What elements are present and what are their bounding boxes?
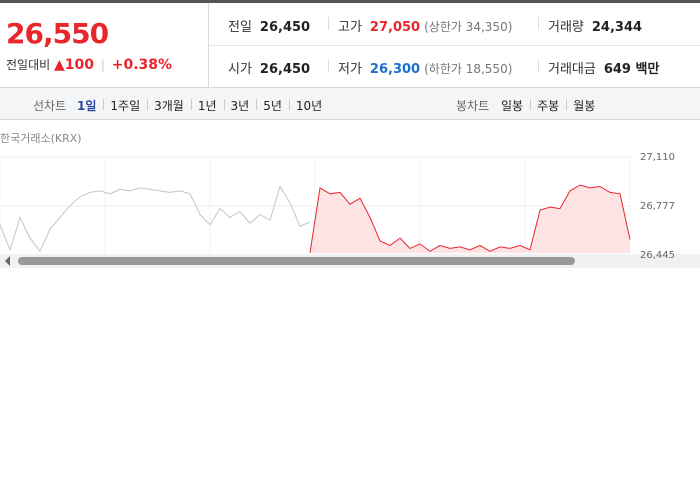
period-tab[interactable]: 1주일 <box>110 99 141 113</box>
scroll-left[interactable] <box>5 256 10 266</box>
period-tab[interactable]: 1년 <box>197 99 217 113</box>
period-tab[interactable]: 5년 <box>263 99 282 113</box>
quote-label: 저가 <box>338 62 362 77</box>
period-tab[interactable]: 10년 <box>295 99 323 113</box>
chart-source: 한국거래소(KRX) <box>0 132 82 145</box>
chart-tabs: 선차트 1일 1주일 3개월 1년 3년 5년 10년 봉차트 일봉 주봉 월봉 <box>0 88 700 120</box>
quote-label: 거래량 <box>548 20 584 35</box>
tab-divider <box>256 99 258 110</box>
tab-divider <box>223 99 225 110</box>
candle-tab[interactable]: 월봉 <box>573 99 596 113</box>
price-line <box>309 184 631 253</box>
tab-divider <box>147 99 149 110</box>
y-tick-label: 27,110 <box>640 152 675 163</box>
scroll-thumb[interactable] <box>18 257 575 265</box>
quote-label: 고가 <box>338 20 362 35</box>
price: 26,550 <box>6 17 109 50</box>
price-line <box>0 185 311 253</box>
quote-row: 전일 26,450 고가 27,050 (상한가 34,350) 거래량 24,344 <box>208 3 700 46</box>
quote-value: 27,050 <box>369 20 421 35</box>
separator <box>538 59 539 72</box>
quote-panel: 26,550 전일대비 ▲100 | +0.38% 전일 26,450 고가 27,0… <box>0 0 700 88</box>
separator <box>328 17 329 30</box>
quote-cell: 거래량 24,344 <box>548 16 642 35</box>
quote-limit: (하한가 18,550) <box>424 62 513 76</box>
change-label: 전일대비 <box>6 58 51 72</box>
separator <box>538 17 539 30</box>
tab-group-label: 선차트 <box>33 99 67 113</box>
quote-limit: (상한가 34,350) <box>424 20 513 34</box>
period-tab[interactable]: 3개월 <box>154 99 184 113</box>
tab-divider <box>530 99 532 110</box>
tab-divider <box>566 99 568 110</box>
plot <box>0 156 631 253</box>
quote-label: 시가 <box>228 62 252 77</box>
tab-divider <box>103 99 105 110</box>
candle-tab[interactable]: 일봉 <box>501 99 524 113</box>
tab-divider <box>190 99 192 110</box>
tab-group-label: 봉차트 <box>456 99 490 113</box>
quote-cell: 전일 26,450 <box>228 16 310 35</box>
chart: 26,445 26,777 27,110 <box>0 152 700 268</box>
y-tick-label: 26,445 <box>640 250 675 261</box>
change: 전일대비 ▲100 | +0.38% <box>6 56 172 73</box>
quote-value: 26,450 <box>259 20 311 35</box>
period-tab[interactable]: 1일 <box>77 99 97 113</box>
quote-label: 전일 <box>228 20 252 35</box>
quote-row: 시가 26,450 저가 26,300 (하한가 18,550) 거래대금 649 백만 <box>208 45 700 87</box>
separator <box>328 59 329 72</box>
y-tick-label: 26,777 <box>640 201 675 212</box>
quote-cell: 고가 27,050 (상한가 34,350) <box>338 16 512 35</box>
candle-tab[interactable]: 주봉 <box>537 99 560 113</box>
quote-label: 거래대금 <box>548 62 596 77</box>
quote-value: 26,300 <box>369 62 421 77</box>
quote-value: 26,450 <box>259 62 311 77</box>
divider: | <box>100 58 105 72</box>
up-arrow: ▲ <box>54 57 65 73</box>
quote-cell: 저가 26,300 (하한가 18,550) <box>338 58 512 77</box>
quote-cell: 거래대금 649 백만 <box>548 58 659 77</box>
period-tab[interactable]: 3년 <box>230 99 250 113</box>
quote-value: 24,344 <box>591 20 643 35</box>
quote-value: 649 백만 <box>603 62 660 77</box>
change-pct: +0.38% <box>111 57 173 73</box>
price-box: 26,550 전일대비 ▲100 | +0.38% <box>0 3 209 88</box>
quote-cell: 시가 26,450 <box>228 58 310 77</box>
tab-divider <box>288 99 290 110</box>
change-value: 100 <box>64 57 95 73</box>
area <box>310 185 630 253</box>
